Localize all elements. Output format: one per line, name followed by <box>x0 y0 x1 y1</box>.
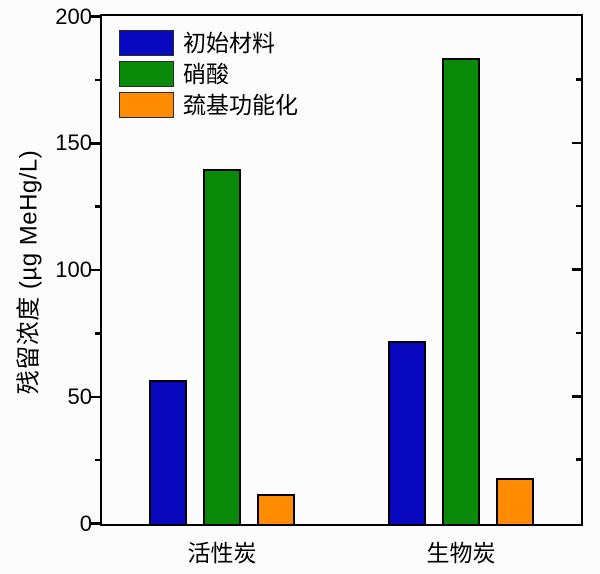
bar <box>495 478 534 524</box>
legend-item: 硝酸 <box>119 61 298 87</box>
y-tick-label: 100 <box>55 257 92 282</box>
bar <box>441 57 480 524</box>
y-tick-mark <box>95 205 100 208</box>
legend-item: 初始材料 <box>119 30 298 56</box>
y-tick-mark <box>576 331 581 335</box>
legend: 初始材料 硝酸 巯基功能化 <box>119 30 298 123</box>
legend-swatch-icon <box>119 92 174 118</box>
legend-label: 硝酸 <box>183 61 229 87</box>
y-tick-mark <box>91 142 100 145</box>
legend-swatch-icon <box>119 30 174 56</box>
legend-swatch-icon <box>119 61 174 87</box>
y-tick-mark <box>91 522 100 525</box>
plot-area: 初始材料 硝酸 巯基功能化 <box>100 14 583 526</box>
y-tick-mark <box>572 395 581 398</box>
y-tick-mark <box>95 78 100 82</box>
x-tick-label: 活性炭 <box>187 540 257 566</box>
y-tick-mark <box>91 268 100 272</box>
bar <box>148 379 187 524</box>
legend-label: 初始材料 <box>183 30 275 56</box>
y-tick-mark <box>91 15 100 18</box>
y-tick-mark <box>95 458 100 462</box>
y-tick-label: 150 <box>55 130 92 156</box>
y-tick-mark <box>91 395 100 398</box>
y-tick-label: 200 <box>55 3 92 29</box>
y-tick-label: 50 <box>67 383 92 409</box>
y-tick-mark <box>576 204 581 208</box>
y-tick-mark <box>572 141 581 144</box>
bar <box>387 341 426 524</box>
bar <box>202 169 241 524</box>
x-tick-label: 生物炭 <box>426 540 496 566</box>
y-tick-mark <box>572 268 581 271</box>
legend-item: 巯基功能化 <box>119 92 298 118</box>
legend-label: 巯基功能化 <box>183 92 298 118</box>
bar <box>256 493 295 524</box>
y-tick-mark <box>576 458 581 461</box>
y-tick-label: 0 <box>79 510 92 536</box>
y-tick-mark <box>95 332 100 335</box>
y-tick-mark <box>576 78 581 81</box>
